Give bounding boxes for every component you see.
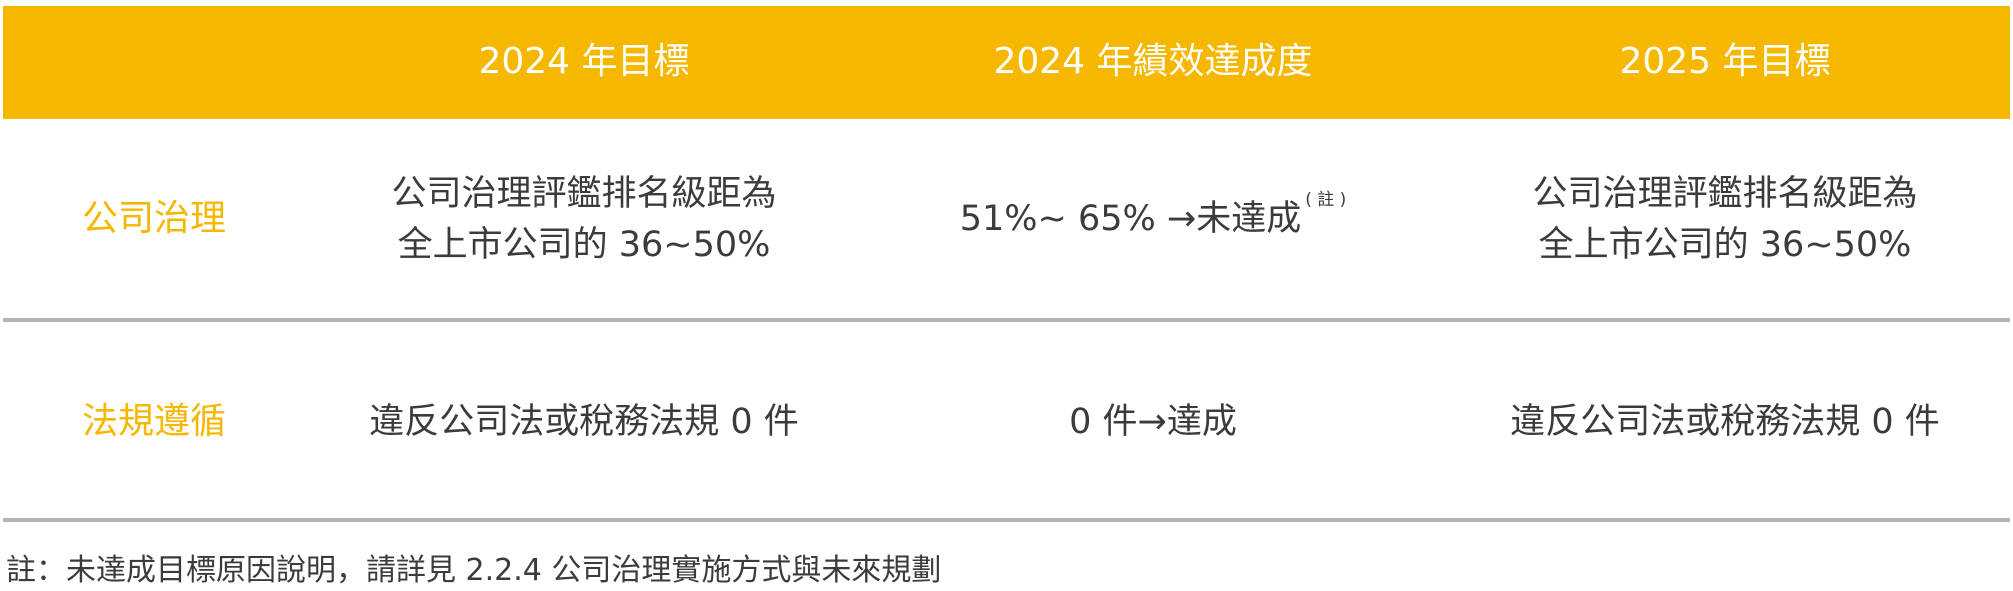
footnote: 註：未達成目標原因說明，請詳見 2.2.4 公司治理實施方式與未來規劃 — [6, 553, 942, 588]
header-empty — [0, 6, 308, 119]
table-header — [3, 6, 2010, 119]
row-divider — [3, 318, 2010, 322]
note-mark: ( 註 ) — [1305, 190, 1347, 211]
compliance-2025-target: 違反公司法或稅務法規 0 件 — [1510, 401, 1940, 442]
row-label-compliance: 法規遵循 — [81, 400, 226, 442]
corporate-governance-2024-performance: 51%~ 65% →未達成( 註 ) — [858, 119, 1448, 320]
target-line: 全上市公司的 36~50% — [397, 224, 771, 265]
header-2024-target: 2024 年目標 — [478, 41, 690, 83]
target-line: 公司治理評鑑排名級距為 — [391, 173, 777, 214]
compliance-2024-target: 違反公司法或稅務法規 0 件 — [369, 401, 799, 442]
header-2024-performance: 2024 年績效達成度 — [993, 41, 1313, 83]
corporate-governance-2024-target: 公司治理評鑑排名級距為 全上市公司的 36~50% — [310, 119, 858, 320]
target-line: 公司治理評鑑排名級距為 — [1532, 173, 1918, 214]
compliance-2024-performance: 0 件→達成 — [1069, 401, 1237, 442]
target-line: 全上市公司的 36~50% — [1538, 224, 1912, 265]
performance-text: 51%~ 65% →未達成 — [959, 199, 1302, 240]
row-label-corporate-governance: 公司治理 — [81, 198, 226, 240]
corporate-governance-2025-target: 公司治理評鑑排名級距為 全上市公司的 36~50% — [1448, 119, 2002, 320]
header-2025-target: 2025 年目標 — [1619, 41, 1831, 83]
row-divider — [3, 518, 2010, 522]
